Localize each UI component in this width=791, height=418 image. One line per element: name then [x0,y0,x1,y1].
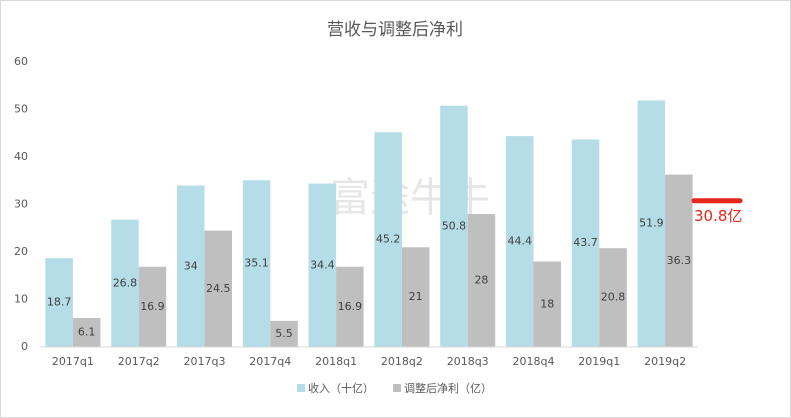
x-tick-label: 2017q3 [184,355,226,368]
bar [571,139,600,347]
data-label: 34.4 [310,258,335,271]
bar [308,183,337,347]
y-tick-label: 30 [14,198,28,211]
y-tick-label: 60 [14,55,28,68]
legend-label: 收入（十亿） [308,381,374,395]
data-label: 45.2 [376,233,401,246]
data-label: 16.9 [338,300,363,313]
chart-title: 营收与调整后净利 [327,20,463,40]
y-tick-label: 50 [14,103,28,116]
legend-swatch [393,384,401,392]
data-label: 44.4 [508,235,533,248]
data-label: 34 [184,259,198,272]
data-label: 43.7 [573,236,598,249]
x-tick-label: 2017q1 [52,355,94,368]
x-tick-label: 2018q1 [315,355,357,368]
x-tick-label: 2018q4 [513,355,555,368]
data-label: 50.8 [442,219,467,232]
data-label: 20.8 [601,291,626,304]
y-tick-label: 10 [14,293,28,306]
bar [72,318,101,347]
data-label: 16.9 [140,300,165,313]
bar [242,180,271,347]
bar [204,230,232,347]
bar [599,248,627,347]
bar [111,219,139,347]
data-label: 21 [409,290,423,303]
bar [506,136,534,347]
data-label: 51.9 [639,217,664,230]
bar [533,261,561,347]
data-label: 24.5 [206,282,231,295]
bar [45,258,73,347]
y-tick-label: 40 [14,150,28,163]
bar [467,214,496,347]
bar [440,105,468,347]
x-tick-label: 2019q2 [644,355,686,368]
x-tick-label: 2017q2 [118,355,160,368]
bar [665,174,693,347]
data-label: 18.7 [47,296,72,309]
data-label: 28 [474,274,488,287]
bar [637,100,666,347]
data-label: 18 [540,297,554,310]
bar [270,320,298,347]
data-label: 6.1 [78,326,96,339]
legend-label: 调整后净利（亿） [404,381,492,395]
data-label: 26.8 [113,276,138,289]
bar [336,266,364,347]
x-tick-label: 2017q4 [249,355,291,368]
x-tick-label: 2019q1 [578,355,620,368]
y-tick-label: 0 [21,340,28,353]
bar [177,185,205,347]
data-label: 36.3 [667,254,692,267]
x-tick-label: 2018q2 [381,355,423,368]
data-label: 5.5 [275,327,293,340]
x-tick-label: 2018q3 [447,355,489,368]
legend-swatch [297,384,305,392]
data-label: 35.1 [244,257,269,270]
bar [138,266,167,347]
bar [374,132,402,347]
annotation-label: 30.8亿 [694,207,742,225]
y-tick-label: 20 [14,245,28,258]
bar [401,247,430,347]
